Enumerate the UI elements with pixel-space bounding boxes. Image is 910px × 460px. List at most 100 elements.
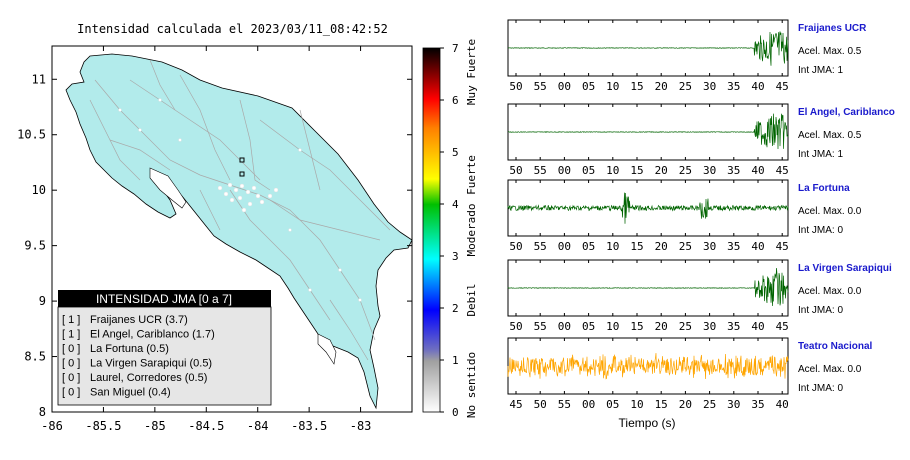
wave-tick-label: 05 [582, 80, 595, 93]
wave-tick-label: 55 [558, 398, 571, 411]
map-x-axis: -86 -85.5 -85 -84.5 -84 -83.5 -83 [41, 46, 371, 433]
waveform-station-name[interactable]: Fraijanes UCR [798, 23, 867, 34]
wave-tick-label: 40 [751, 320, 764, 333]
waveform-station-name[interactable]: El Angel, Cariblanco [798, 107, 895, 118]
waveform-trace [507, 267, 789, 307]
wave-tick-label: 55 [534, 240, 547, 253]
waveform-0: 50 55 00 05 10 15 20 25 30 35 40 45 Fraijanes UCR Ace… [507, 19, 867, 93]
waveform-int-jma: Int JMA: 1 [798, 149, 843, 160]
wave-tick-label: 20 [655, 80, 668, 93]
wave-tick-label: 25 [679, 240, 692, 253]
wave-tick-label: 20 [655, 320, 668, 333]
wave-tick-label: 05 [582, 240, 595, 253]
wave-tick-label: 20 [655, 164, 668, 177]
nicoya-gulf [149, 167, 187, 209]
map-x-tick-label: -84 [247, 419, 269, 433]
map-x-tick-label: -86 [41, 419, 63, 433]
map-x-tick-label: -84.5 [188, 419, 224, 433]
wave-tick-label: 45 [776, 80, 789, 93]
map-y-tick-label: 8.5 [24, 350, 46, 364]
colorbar-tick-label: 1 [452, 354, 459, 367]
waveform-panel: 50 55 00 05 10 15 20 25 30 35 40 45 Fraijanes UCR Ace… [507, 19, 895, 430]
colorbar-tick-label: 4 [452, 198, 459, 211]
colorbar-tick-label: 7 [452, 42, 459, 55]
waveform-accel-max: Acel. Max. 0.5 [798, 130, 862, 141]
wave-tick-label: 15 [630, 240, 643, 253]
map-x-tick-label: -85 [144, 419, 166, 433]
waveform-trace [508, 31, 789, 66]
map-y-axis: 11 10.5 10 9.5 9 8.5 8 [17, 72, 412, 419]
waveform-int-jma: Int JMA: 0 [798, 383, 843, 394]
waveform-accel-max: Acel. Max. 0.0 [798, 364, 862, 375]
wave-tick-label: 00 [582, 398, 595, 411]
waveform-int-jma: Int JMA: 0 [798, 225, 843, 236]
map-y-tick-label: 9 [39, 294, 46, 308]
waveform-3: 50 55 00 05 10 15 20 25 30 35 40 45 La Virgen Sarapi… [507, 259, 892, 333]
wave-tick-label: 50 [509, 320, 522, 333]
waveform-trace [507, 192, 789, 224]
colorbar-label: No sentido [465, 352, 478, 418]
wave-tick-label: 15 [630, 320, 643, 333]
wave-tick-label: 10 [606, 164, 619, 177]
map-y-tick-label: 8 [39, 405, 46, 419]
map-x-tick-label: -85.5 [85, 419, 121, 433]
waveform-int-jma: Int JMA: 0 [798, 305, 843, 316]
wave-tick-label: 25 [703, 398, 716, 411]
colorbar-label: Fuerte [465, 155, 478, 195]
station-marker-fraijanes[interactable] [239, 171, 245, 177]
wave-tick-label: 15 [630, 164, 643, 177]
wave-tick-label: 35 [727, 80, 740, 93]
legend-item-intensity: [ 0 ] [62, 343, 80, 355]
waveform-station-name[interactable]: La Virgen Sarapiqui [798, 263, 892, 274]
legend-item-intensity: [ 1 ] [62, 329, 80, 341]
legend-item-label: El Angel, Cariblanco (1.7) [90, 329, 215, 341]
colorbar-tick-label: 5 [452, 146, 459, 159]
waveform-int-jma: Int JMA: 1 [798, 65, 843, 76]
wave-tick-label: 15 [655, 398, 668, 411]
map-y-tick-label: 9.5 [24, 239, 46, 253]
waveform-accel-max: Acel. Max. 0.0 [798, 206, 862, 217]
legend-item-intensity: [ 1 ] [62, 314, 80, 326]
golfo-dulce [317, 333, 337, 365]
wave-tick-label: 55 [534, 164, 547, 177]
wave-tick-label: 35 [727, 240, 740, 253]
wave-tick-label: 45 [776, 320, 789, 333]
city-points [118, 98, 362, 302]
wave-tick-label: 25 [679, 164, 692, 177]
station-marker-el-angel[interactable] [239, 157, 245, 163]
wave-tick-label: 55 [534, 320, 547, 333]
map-x-tick-label: -83 [350, 419, 372, 433]
waveform-station-name[interactable]: Teatro Nacional [798, 341, 872, 352]
legend-item-intensity: [ 0 ] [62, 387, 80, 399]
wave-tick-label: 40 [751, 240, 764, 253]
wave-tick-label: 50 [509, 164, 522, 177]
legend-title: INTENSIDAD JMA [0 a 7] [96, 292, 232, 306]
intensity-legend: INTENSIDAD JMA [0 a 7] [ 1 ] Fraijanes UC… [57, 290, 272, 406]
waveform-station-name[interactable]: La Fortuna [798, 183, 850, 194]
colorbar-label: Debil [465, 283, 478, 316]
map-x-tick-label: -83.5 [291, 419, 327, 433]
wave-tick-label: 40 [776, 398, 789, 411]
legend-item-label: Laurel, Corredores (0.5) [90, 372, 207, 384]
intensity-colorbar: 7 6 5 4 3 2 1 0 Muy Fuerte Fuerte Moderado Debil No… [422, 39, 478, 419]
wave-tick-label: 50 [509, 240, 522, 253]
wave-tick-label: 30 [703, 164, 716, 177]
wave-tick-label: 35 [727, 320, 740, 333]
colorbar-tick-label: 6 [452, 94, 459, 107]
wave-tick-label: 05 [606, 398, 619, 411]
wave-tick-label: 00 [558, 320, 571, 333]
wave-tick-label: 45 [776, 240, 789, 253]
wave-tick-label: 20 [655, 240, 668, 253]
colorbar-tick-label: 2 [452, 302, 459, 315]
legend-item-label: Fraijanes UCR (3.7) [90, 314, 188, 326]
waveform-4: 45 50 55 00 05 10 15 20 25 30 35 40 Teatro Nacional A… [507, 337, 872, 411]
wave-tick-label: 00 [558, 240, 571, 253]
time-axis-label: Tiempo (s) [619, 416, 676, 430]
intensity-map[interactable]: INTENSIDAD JMA [0 a 7] [ 1 ] Fraijanes UC… [0, 0, 470, 460]
colorbar-label: Muy Fuerte [465, 39, 478, 105]
wave-tick-label: 30 [727, 398, 740, 411]
wave-tick-label: 35 [751, 398, 764, 411]
wave-tick-label: 55 [534, 80, 547, 93]
legend-item-intensity: [ 0 ] [62, 358, 80, 370]
wave-tick-label: 20 [679, 398, 692, 411]
